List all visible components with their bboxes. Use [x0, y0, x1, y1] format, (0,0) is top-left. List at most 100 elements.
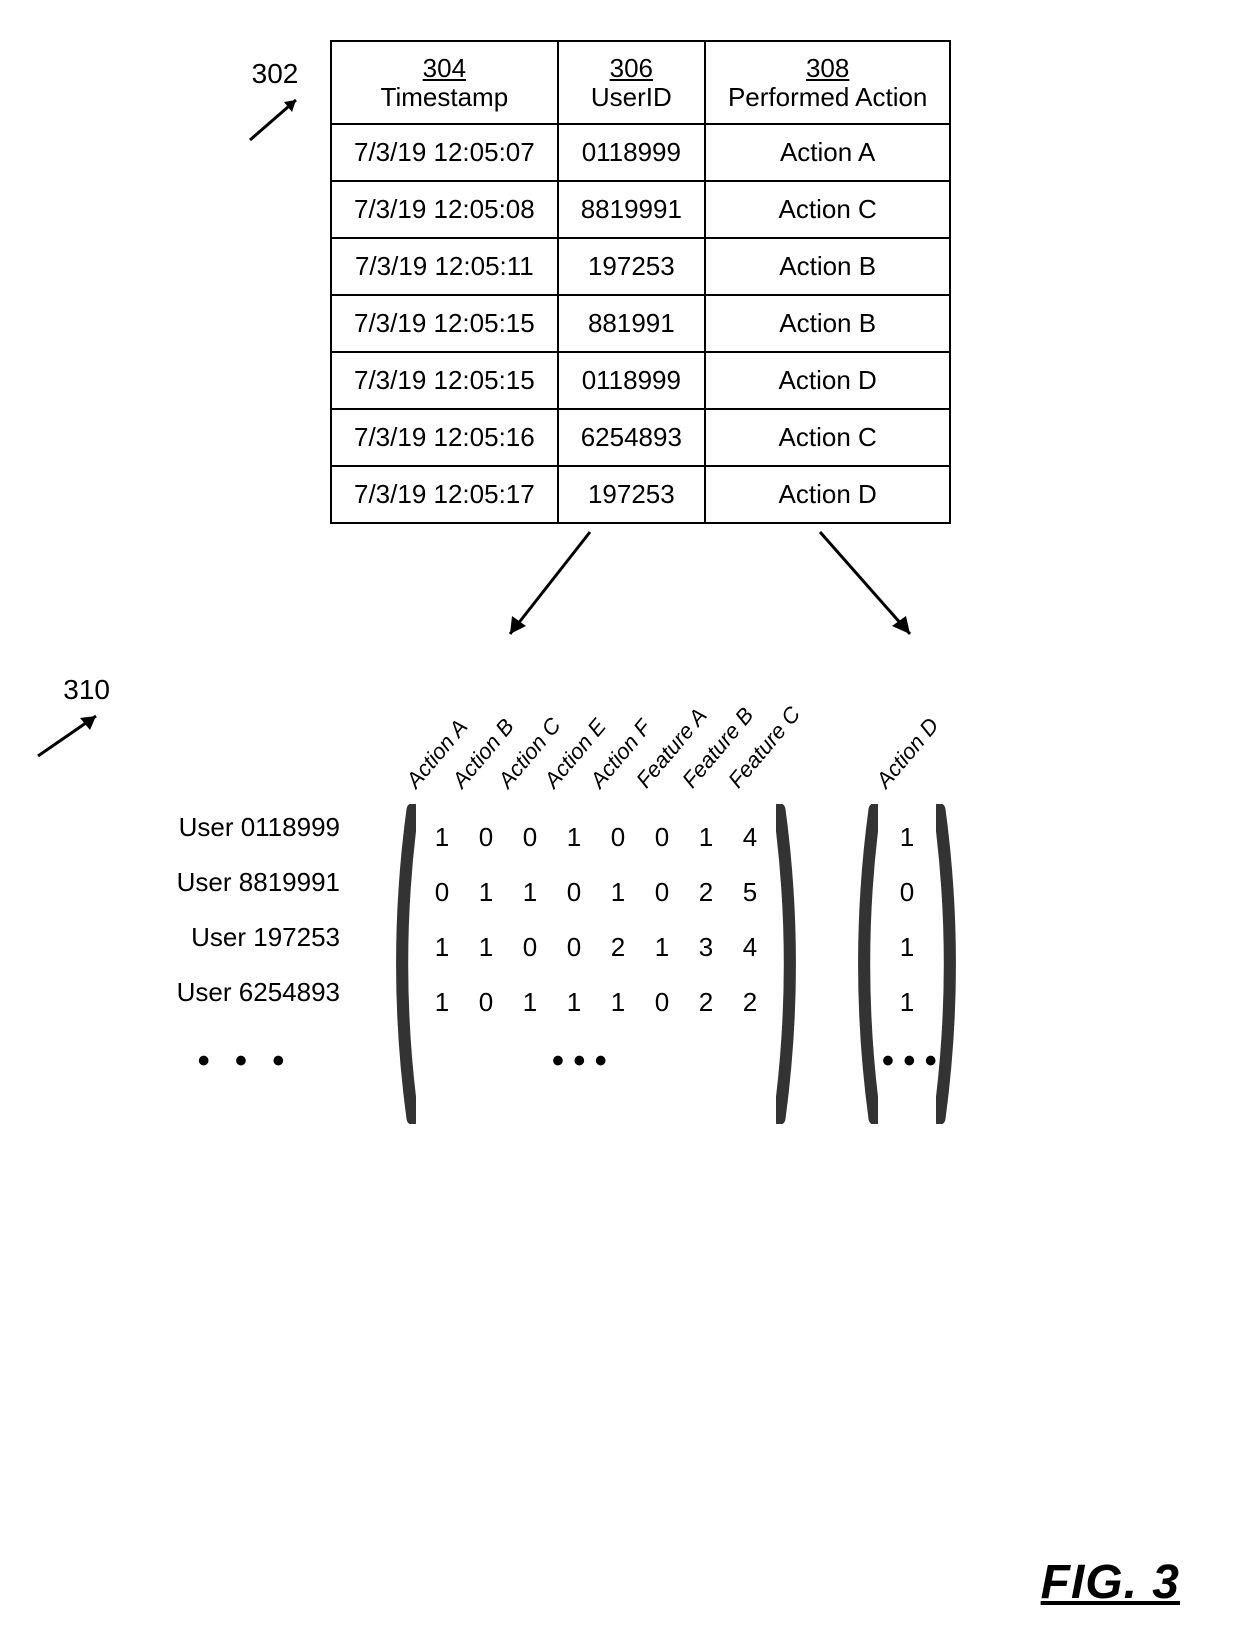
- arrow-302-icon: [240, 90, 310, 150]
- cell: 0: [640, 877, 684, 908]
- cell: 1: [552, 822, 596, 853]
- col-name-timestamp: Timestamp: [354, 83, 535, 112]
- figure-label: FIG. 3: [1041, 1555, 1180, 1610]
- cell: 2: [596, 932, 640, 963]
- cell: 1: [464, 877, 508, 908]
- col-header-userid: 306 UserID: [558, 41, 705, 124]
- row-user: User 8819991: [150, 867, 340, 898]
- cell: 5: [728, 877, 772, 908]
- cell-act: Action C: [705, 409, 950, 466]
- matrix-row: 1: [882, 987, 932, 1018]
- cell: 1: [596, 987, 640, 1018]
- cell: 3: [684, 932, 728, 963]
- cell: 1: [420, 822, 464, 853]
- connector-svg: [330, 524, 1090, 654]
- table-row: 7/3/19 12:05:088819991Action C: [331, 181, 950, 238]
- cell-uid: 197253: [558, 466, 705, 523]
- cell-ts: 7/3/19 12:05:16: [331, 409, 558, 466]
- cell: 2: [684, 987, 728, 1018]
- row-user-labels: User 0118999 User 8819991 User 197253 Us…: [150, 812, 340, 1081]
- ellipsis-icon: [640, 1042, 684, 1081]
- col-ref-306: 306: [581, 54, 682, 83]
- cell: 2: [728, 987, 772, 1018]
- ref-302: 302: [240, 58, 310, 150]
- cell: 0: [508, 932, 552, 963]
- arrow-310-icon: [30, 706, 110, 766]
- cell-uid: 6254893: [558, 409, 705, 466]
- ellipsis-icon: • • •: [552, 1042, 596, 1081]
- cell-act: Action D: [705, 352, 950, 409]
- col-header-action: 308 Performed Action: [705, 41, 950, 124]
- cell: 1: [882, 987, 932, 1018]
- cell-uid: 0118999: [558, 352, 705, 409]
- matrix-row: 0: [882, 877, 932, 908]
- ref-310: 310: [30, 674, 110, 766]
- ellipsis-icon: [728, 1042, 772, 1081]
- cell: 4: [728, 932, 772, 963]
- right-paren-icon: [776, 804, 802, 1124]
- cell-ts: 7/3/19 12:05:15: [331, 295, 558, 352]
- row-user: User 197253: [150, 922, 340, 953]
- col-ref-304: 304: [354, 54, 535, 83]
- feature-grid: 10010014 01101025 11002134 10111022 • • …: [416, 804, 776, 1124]
- col-header: Action A: [392, 752, 441, 804]
- feature-col-headers: Action A Action B Action C Action E Acti…: [412, 664, 780, 804]
- cell: 1: [684, 822, 728, 853]
- right-paren-icon: [936, 804, 962, 1124]
- cell: 0: [596, 822, 640, 853]
- table-row: 7/3/19 12:05:070118999Action A: [331, 124, 950, 181]
- matrix-row: 1: [882, 932, 932, 963]
- col-name-userid: UserID: [581, 83, 682, 112]
- feature-matrix-body: 10010014 01101025 11002134 10111022 • • …: [390, 804, 802, 1124]
- row-user: User 0118999: [150, 812, 340, 843]
- log-table: 304 Timestamp 306 UserID 308 Performed A…: [330, 40, 951, 524]
- cell: 1: [552, 987, 596, 1018]
- cell: 0: [552, 877, 596, 908]
- cell: 0: [882, 877, 932, 908]
- cell: 0: [640, 822, 684, 853]
- matrix-row: 1: [882, 822, 932, 853]
- cell-uid: 0118999: [558, 124, 705, 181]
- col-name-action: Performed Action: [728, 83, 927, 112]
- target-col-headers: Action D: [882, 664, 932, 804]
- cell: 1: [882, 822, 932, 853]
- table-row: 7/3/19 12:05:17197253Action D: [331, 466, 950, 523]
- cell: 1: [640, 932, 684, 963]
- cell-ts: 7/3/19 12:05:11: [331, 238, 558, 295]
- cell: 1: [508, 877, 552, 908]
- target-matrix-body: 1 0 1 1 • • •: [852, 804, 962, 1124]
- ellipsis-icon: • • •: [150, 1032, 340, 1081]
- cell: 1: [882, 932, 932, 963]
- figure-3: 302 304 Timestamp 306 UserID: [30, 40, 1210, 1610]
- ref-302-number: 302: [252, 58, 299, 90]
- bottom-matrices: 310 User 0118999 User 8819991 User 19725…: [30, 664, 1210, 1124]
- cell-ts: 7/3/19 12:05:07: [331, 124, 558, 181]
- cell-uid: 8819991: [558, 181, 705, 238]
- ellipsis-icon: [508, 1042, 552, 1081]
- matrix-row-ellipsis: • • •: [882, 1042, 932, 1081]
- ellipsis-icon: [684, 1042, 728, 1081]
- ellipsis-icon: [464, 1042, 508, 1081]
- top-area: 302 304 Timestamp 306 UserID: [240, 40, 1210, 524]
- matrix-row-ellipsis: • • •: [420, 1042, 772, 1081]
- cell: 0: [508, 822, 552, 853]
- cell-act: Action D: [705, 466, 950, 523]
- table-row: 7/3/19 12:05:150118999Action D: [331, 352, 950, 409]
- cell-act: Action B: [705, 238, 950, 295]
- col-header: Action D: [862, 749, 914, 804]
- matrix-row: 11002134: [420, 932, 772, 963]
- cell: 0: [464, 987, 508, 1018]
- cell-ts: 7/3/19 12:05:08: [331, 181, 558, 238]
- table-row: 7/3/19 12:05:11197253Action B: [331, 238, 950, 295]
- feature-matrix: Action A Action B Action C Action E Acti…: [390, 664, 802, 1124]
- left-paren-icon: [390, 804, 416, 1124]
- left-paren-icon: [852, 804, 878, 1124]
- cell-ts: 7/3/19 12:05:15: [331, 352, 558, 409]
- cell: 2: [684, 877, 728, 908]
- cell: 0: [640, 987, 684, 1018]
- cell: 1: [596, 877, 640, 908]
- table-row: 7/3/19 12:05:166254893Action C: [331, 409, 950, 466]
- matrix-row: 10010014: [420, 822, 772, 853]
- table-row: 7/3/19 12:05:15881991Action B: [331, 295, 950, 352]
- cell-act: Action C: [705, 181, 950, 238]
